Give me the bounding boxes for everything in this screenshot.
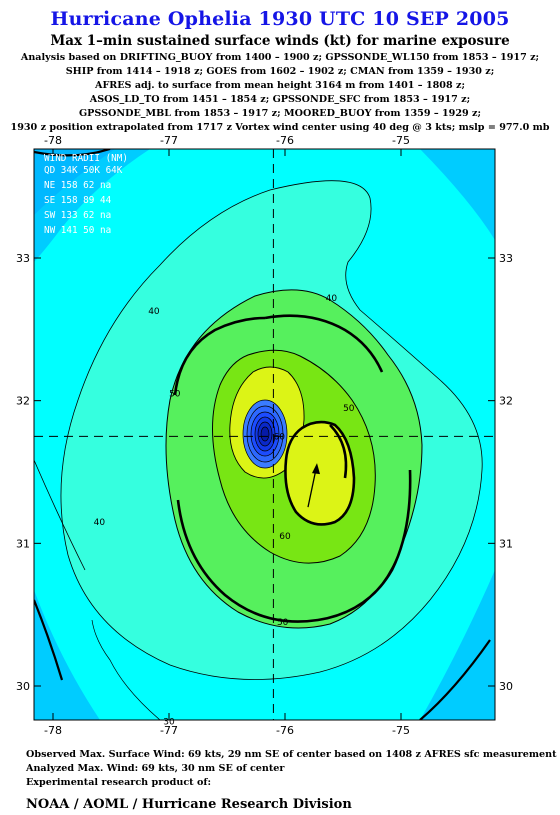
organization-name: NOAA / AOML / Hurricane Research Divisio…: [26, 797, 352, 812]
contour-label: 50: [169, 390, 181, 400]
contour-line-30: [34, 149, 111, 157]
map-subtitle: Max 1–min sustained surface winds (kt) f…: [50, 33, 510, 49]
lat-tick-label-left: 31: [16, 537, 30, 550]
contour-line-40: [34, 459, 86, 571]
contour-line-50: [176, 469, 412, 623]
lon-tick-label-top: -75: [392, 134, 410, 147]
contour-label: 40: [94, 518, 106, 528]
contour-line-30: [34, 599, 64, 681]
wind-below-30-region: [34, 149, 115, 215]
observed-max-wind: Observed Max. Surface Wind: 69 kts, 29 n…: [26, 749, 557, 760]
wind-radii-header: QD 34K 50K 64K: [44, 165, 123, 176]
contour-label: 60: [273, 432, 285, 442]
contour-label: 60: [279, 532, 291, 542]
eyewall-ring: [260, 426, 270, 442]
lon-tick-label-bottom: -78: [44, 724, 62, 737]
contour-line-50: [173, 316, 266, 396]
info-line: SHIP from 1414 – 1918 z; GOES from 1602 …: [65, 66, 495, 77]
lat-tick-label-right: 33: [499, 252, 513, 265]
wind-radii-row: SE 158 89 44: [44, 195, 112, 206]
lon-tick-label-top: -77: [160, 134, 178, 147]
contour-line-65: [329, 424, 348, 479]
wind-radii-table: WIND RADII (NM) QD 34K 50K 64K NE 158 62…: [44, 153, 128, 236]
info-line: GPSSONDE_MBL from 1853 – 1917 z; MOORED_…: [78, 108, 482, 119]
wind-below-30-region: [420, 570, 495, 720]
lon-tick-label-bottom: -77: [160, 724, 178, 737]
contour-label: 50: [343, 404, 355, 414]
lat-tick-label-right: 30: [499, 680, 513, 693]
contour-field: [34, 149, 495, 720]
max-wind-arrow-head: [312, 463, 320, 475]
lat-tick-label-right: 32: [499, 395, 513, 408]
lat-tick-label-left: 30: [16, 680, 30, 693]
wind-radii-row: NW 141 50 na: [44, 225, 111, 236]
map-title: Hurricane Ophelia 1930 UTC 10 SEP 2005: [50, 8, 510, 30]
info-line: AFRES adj. to surface from mean height 3…: [95, 80, 465, 91]
wind-radii-row: NE 158 62 na: [44, 180, 111, 191]
info-line: Analysis based on DRIFTING_BUOY from 140…: [20, 52, 540, 63]
wind-below-30-region: [420, 149, 495, 240]
contour-label: 40: [326, 294, 338, 304]
lon-tick-label-top: -76: [276, 134, 294, 147]
map-frame: [33, 148, 496, 721]
lon-tick-label-top: -78: [44, 134, 62, 147]
max-wind-arrow-shaft: [307, 468, 317, 508]
lat-tick-label-left: 33: [16, 252, 30, 265]
lon-tick-label-bottom: -76: [276, 724, 294, 737]
info-line: 1930 z position extrapolated from 1717 z…: [10, 122, 550, 133]
contour-label: 40: [148, 307, 160, 317]
lat-tick-label-right: 31: [499, 537, 513, 550]
product-credit: Experimental research product of:: [26, 777, 212, 788]
axis-ticks: -78 -78 -77 -77 -76 -76 -75 -75 33 33 32 32 31 31 30 30: [16, 134, 513, 737]
contour-labels: 40 40 40 50 50 50 60 60 30: [94, 294, 355, 728]
wind-radii-title: WIND RADII (NM): [44, 153, 128, 164]
contour-label: 50: [277, 618, 289, 628]
center-crosshair: [34, 149, 495, 720]
analyzed-max-wind: Analyzed Max. Wind: 69 kts, 30 nm SE of …: [26, 763, 285, 774]
contour-label: 30: [163, 718, 175, 728]
max-wind-arrow: [307, 463, 320, 508]
contour-line-50: [264, 314, 384, 373]
lon-tick-label-bottom: -75: [392, 724, 410, 737]
lat-tick-label-left: 32: [16, 395, 30, 408]
wind-radii-row: SW 133 62 na: [44, 210, 111, 221]
contour-line-30: [419, 639, 491, 720]
wind-below-30-region: [34, 590, 100, 720]
contour-line-30: [91, 619, 161, 720]
info-line: ASOS_LD_TO from 1451 – 1854 z; GPSSONDE_…: [89, 94, 471, 105]
